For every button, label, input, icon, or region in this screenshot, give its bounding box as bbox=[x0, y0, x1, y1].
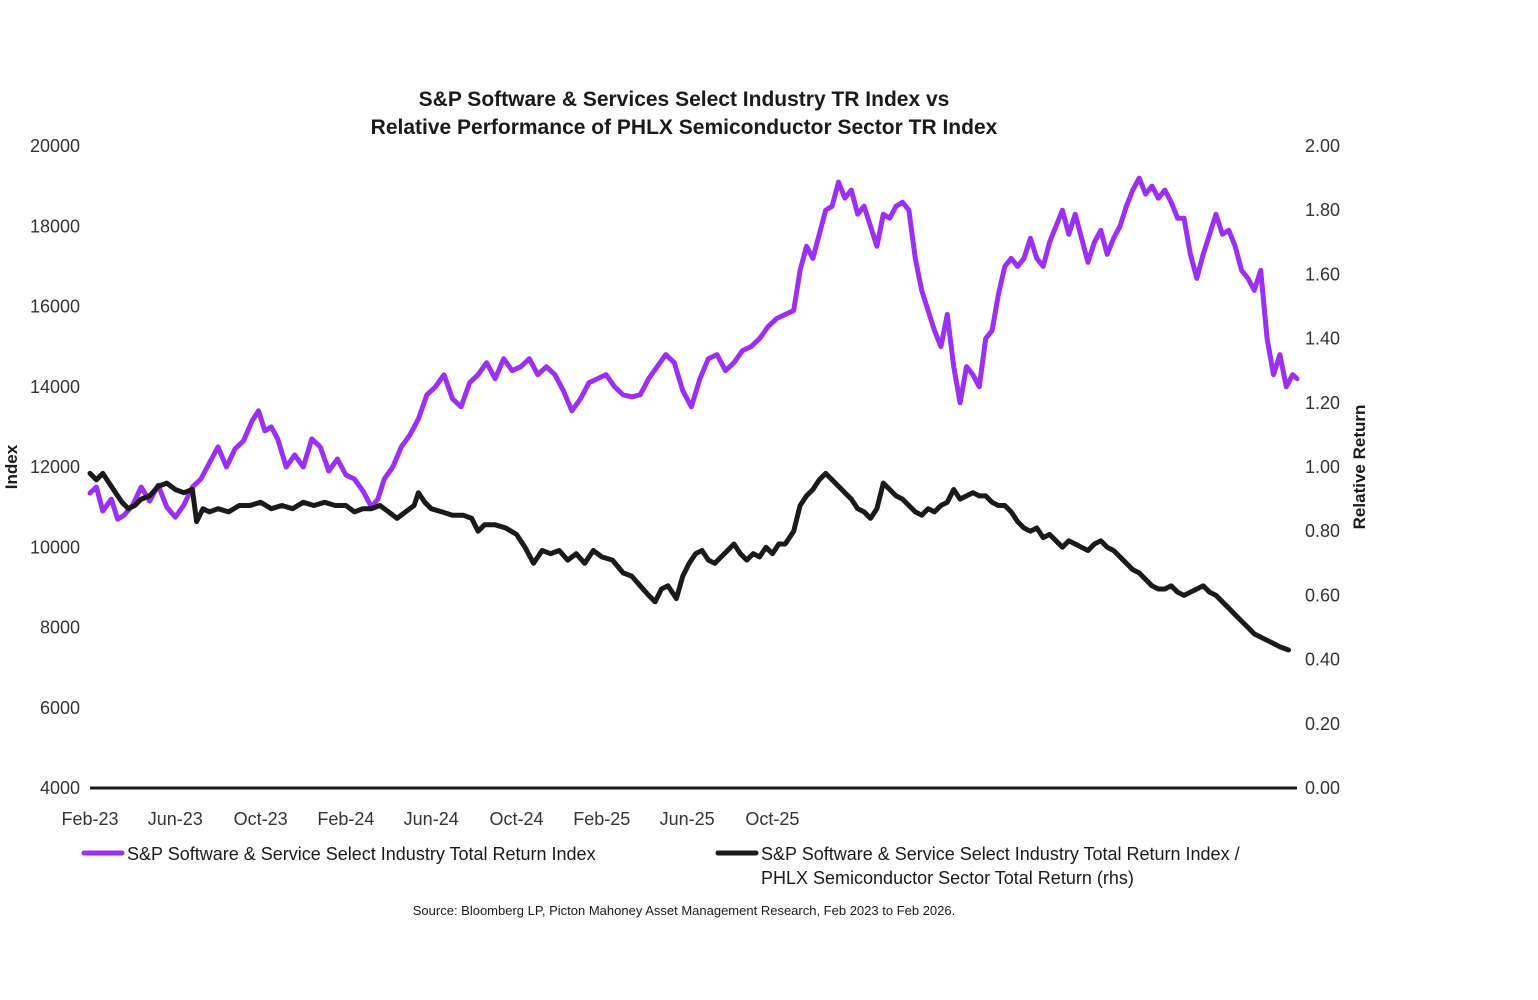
left-axis-ticks: 20000 18000 16000 14000 12000 10000 8000 6000 40… bbox=[30, 136, 80, 798]
series-layer bbox=[87, 175, 1300, 653]
legend-label-relative-line2: PHLX Semiconductor Sector Total Return (… bbox=[761, 868, 1134, 888]
left-tick-label: 20000 bbox=[30, 136, 80, 156]
x-tick-label: Jun-25 bbox=[660, 809, 715, 829]
chart-title-line2: Relative Performance of PHLX Semiconduct… bbox=[371, 116, 998, 139]
right-tick-label: 0.00 bbox=[1305, 778, 1340, 798]
x-axis-ticks: Feb-23 Jun-23 Oct-23 Feb-24 Jun-24 Oct-24 Feb-… bbox=[61, 809, 799, 829]
x-tick-label: Feb-24 bbox=[317, 809, 374, 829]
x-tick-label: Oct-24 bbox=[489, 809, 543, 829]
left-tick-label: 4000 bbox=[40, 778, 80, 798]
left-tick-label: 14000 bbox=[30, 377, 80, 397]
legend-label-software: S&P Software & Service Select Industry T… bbox=[127, 844, 596, 864]
chart-title-line1: S&P Software & Services Select Industry … bbox=[419, 88, 950, 111]
left-axis-title: Index bbox=[2, 444, 21, 489]
series-line-software-index bbox=[87, 175, 1300, 522]
right-tick-label: 2.00 bbox=[1305, 136, 1340, 156]
right-tick-label: 1.60 bbox=[1305, 264, 1340, 284]
left-tick-label: 18000 bbox=[30, 216, 80, 236]
x-tick-label: Oct-25 bbox=[745, 809, 799, 829]
right-tick-label: 1.20 bbox=[1305, 393, 1340, 413]
right-axis-title: Relative Return bbox=[1350, 405, 1369, 530]
right-tick-label: 0.20 bbox=[1305, 714, 1340, 734]
x-tick-label: Jun-23 bbox=[148, 809, 203, 829]
legend-label-relative-line1: S&P Software & Service Select Industry T… bbox=[761, 844, 1240, 864]
left-tick-label: 10000 bbox=[30, 537, 80, 557]
x-tick-label: Oct-23 bbox=[234, 809, 288, 829]
left-tick-label: 16000 bbox=[30, 297, 80, 317]
right-tick-label: 0.40 bbox=[1305, 650, 1340, 670]
right-tick-label: 1.40 bbox=[1305, 329, 1340, 349]
legend: S&P Software & Service Select Industry T… bbox=[81, 844, 1240, 888]
source-note: Source: Bloomberg LP, Picton Mahoney Ass… bbox=[413, 903, 955, 918]
right-tick-label: 1.80 bbox=[1305, 200, 1340, 220]
right-tick-label: 1.00 bbox=[1305, 457, 1340, 477]
series-line-relative-return bbox=[87, 470, 1291, 653]
x-tick-label: Jun-24 bbox=[404, 809, 459, 829]
left-tick-label: 8000 bbox=[40, 618, 80, 638]
x-tick-label: Feb-23 bbox=[61, 809, 118, 829]
right-tick-label: 0.80 bbox=[1305, 521, 1340, 541]
right-tick-label: 0.60 bbox=[1305, 585, 1340, 605]
right-axis-ticks: 2.00 1.80 1.60 1.40 1.20 1.00 0.80 0.60 0.40 0.20… bbox=[1305, 136, 1340, 798]
left-tick-label: 12000 bbox=[30, 457, 80, 477]
left-tick-label: 6000 bbox=[40, 698, 80, 718]
x-tick-label: Feb-25 bbox=[573, 809, 630, 829]
